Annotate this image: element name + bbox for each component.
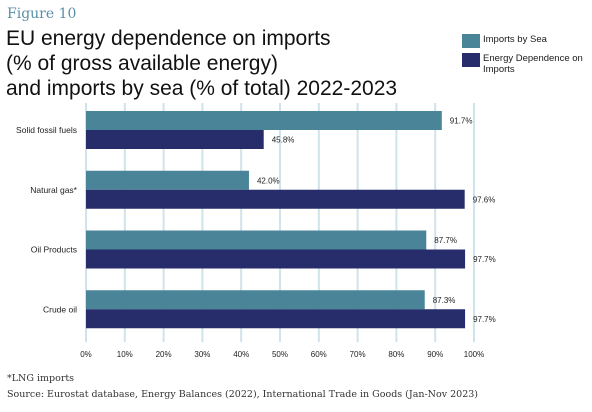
category-label: Crude oil <box>43 304 77 314</box>
x-tick-label: 20% <box>156 350 172 359</box>
x-tick-label: 70% <box>350 350 366 359</box>
source-note: Source: Eurostat database, Energy Balanc… <box>7 389 478 400</box>
category-label: Natural gas* <box>30 185 77 195</box>
legend-label-dependence: Energy Dependence on Imports <box>483 53 583 75</box>
chart-legend: Imports by Sea Energy Dependence on Impo… <box>462 34 590 80</box>
chart-title-line-2: (% of gross available energy) <box>6 52 278 75</box>
chart-title-line-3: and imports by sea (% of total) 2022-202… <box>6 77 398 100</box>
legend-label-sea: Imports by Sea <box>483 34 547 45</box>
x-tick-label: 0% <box>80 350 92 359</box>
data-label: 45.8% <box>272 136 295 145</box>
legend-item-sea: Imports by Sea <box>462 34 590 48</box>
bar <box>86 170 249 190</box>
bar <box>86 111 442 130</box>
bar <box>86 290 425 310</box>
x-tick-label: 90% <box>427 350 443 359</box>
data-label: 87.7% <box>434 236 457 245</box>
chart-title-line-1: EU energy dependence on imports <box>6 27 331 50</box>
x-tick-label: 80% <box>388 350 404 359</box>
legend-swatch-dependence <box>462 53 480 67</box>
category-label: Solid fossil fuels <box>16 125 77 135</box>
chart-title: EU energy dependence on imports (% of gr… <box>6 26 446 101</box>
bar <box>86 130 264 149</box>
x-tick-label: 30% <box>194 350 210 359</box>
bar-chart: 0% 10% 20% 30% 40% 50% 60% 70% 80% 90% 100% 91.7% 45… <box>16 103 496 359</box>
data-label: 87.3% <box>433 296 456 305</box>
x-tick-label: 10% <box>117 350 133 359</box>
x-tick-label: 40% <box>233 350 249 359</box>
figure-label: Figure 10 <box>7 6 77 22</box>
category-label: Oil Products <box>31 245 77 255</box>
bar <box>86 249 466 269</box>
bar <box>86 189 465 209</box>
bar <box>86 230 427 250</box>
data-label: 42.0% <box>257 176 280 185</box>
x-tick-label: 60% <box>311 350 327 359</box>
bar <box>86 309 466 329</box>
footnote: *LNG imports <box>7 373 75 384</box>
data-label: 97.6% <box>473 195 496 204</box>
data-label: 97.7% <box>473 315 496 324</box>
legend-item-dependence: Energy Dependence on Imports <box>462 53 590 75</box>
x-tick-label: 50% <box>272 350 288 359</box>
x-tick-label: 100% <box>464 350 484 359</box>
data-label: 91.7% <box>450 117 473 126</box>
legend-swatch-sea <box>462 34 480 48</box>
data-label: 97.7% <box>473 255 496 264</box>
